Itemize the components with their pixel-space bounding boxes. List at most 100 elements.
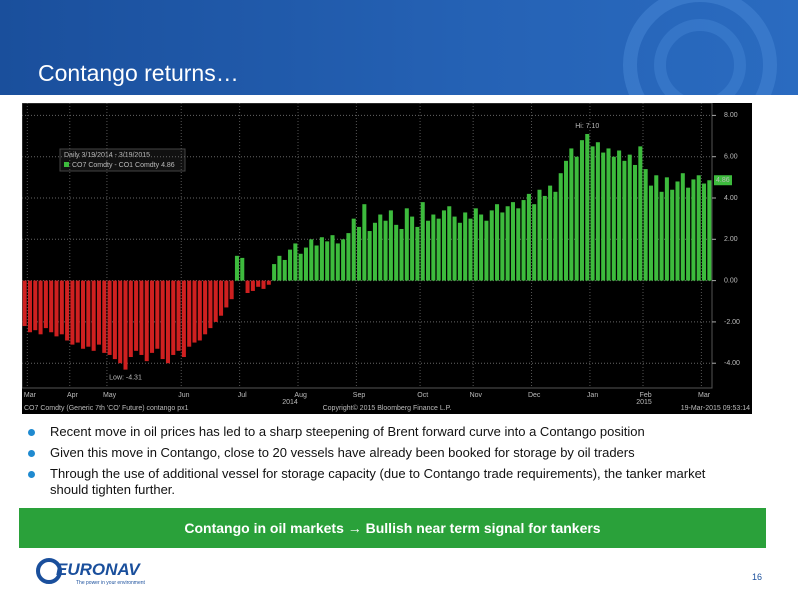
year-label: 2015: [636, 399, 652, 406]
bar: [378, 214, 383, 281]
bar: [293, 243, 298, 281]
last-value-box: [714, 175, 732, 186]
bar: [213, 280, 218, 322]
plot-border: [22, 103, 713, 389]
bar: [500, 212, 505, 281]
bar: [112, 280, 117, 360]
bar: [134, 280, 139, 351]
bar: [266, 280, 271, 285]
bar: [288, 249, 293, 281]
bar: [107, 280, 112, 355]
bar: [224, 280, 229, 308]
bullet: Through the use of additional vessel for…: [28, 466, 728, 498]
bar: [606, 148, 611, 281]
chart-footer: 19-Mar-2015 09:53:14: [681, 405, 750, 412]
bar: [516, 208, 521, 281]
bar: [627, 154, 632, 281]
bar: [27, 280, 32, 333]
bar: [585, 133, 590, 281]
bar: [388, 210, 393, 281]
bar: [325, 241, 330, 281]
x-tick-label: Sep: [353, 392, 366, 399]
bar: [372, 222, 377, 281]
chart-footer: CO7 Comdty (Generic 7th 'CO' Future) con…: [24, 405, 189, 412]
bar: [341, 239, 346, 281]
bar: [601, 152, 606, 281]
bar: [548, 185, 553, 281]
bar: [171, 280, 176, 355]
x-tick-label: Feb: [640, 392, 652, 399]
bar: [150, 280, 155, 353]
last-value-label: 4.86: [716, 177, 730, 184]
bar: [298, 253, 303, 281]
page-number: 16: [752, 572, 763, 582]
logo-text: EURONAV: [56, 560, 140, 579]
bar: [245, 280, 250, 293]
year-label: 2014: [282, 399, 298, 406]
bar: [240, 257, 245, 281]
bar: [128, 280, 133, 358]
x-tick-label: May: [103, 392, 117, 399]
bar: [219, 280, 224, 316]
bar: [33, 280, 38, 331]
bar: [319, 237, 324, 281]
bar: [43, 280, 48, 329]
header-bar: Contango returns…: [0, 0, 798, 95]
bar: [75, 280, 80, 343]
bar: [118, 280, 123, 364]
high-label: Hi: 7.10: [575, 123, 599, 130]
bar: [595, 142, 600, 281]
bar: [489, 210, 494, 281]
bar: [123, 280, 128, 370]
x-tick-label: Dec: [528, 392, 541, 399]
bar: [564, 160, 569, 281]
bar: [659, 191, 664, 281]
bar: [357, 226, 362, 281]
bar: [181, 280, 186, 358]
bullet: Given this move in Contango, close to 20…: [28, 445, 728, 461]
bar: [468, 218, 473, 281]
bar: [441, 210, 446, 281]
legend-title: Daily 3/19/2014 - 3/19/2015: [64, 152, 150, 159]
y-tick-label: 8.00: [724, 112, 738, 119]
bar: [229, 280, 234, 300]
bar: [579, 140, 584, 281]
slide-title: Contango returns…: [38, 60, 239, 86]
bar: [691, 179, 696, 281]
bar: [139, 280, 144, 355]
bar: [574, 156, 579, 281]
bar: [203, 280, 208, 335]
header-logo: [623, 0, 777, 95]
bar: [479, 214, 484, 281]
bullet-list: Recent move in oil prices has led to a s…: [28, 424, 728, 503]
bar: [70, 280, 75, 345]
bar: [702, 183, 707, 281]
bullet: Recent move in oil prices has led to a s…: [28, 424, 728, 440]
bar: [86, 280, 91, 347]
bar: [611, 156, 616, 281]
x-tick-label: Aug: [294, 392, 307, 399]
bar: [463, 212, 468, 281]
bar: [91, 280, 96, 351]
tagline: The power in your environment: [76, 580, 145, 586]
bar: [670, 189, 675, 281]
bar: [314, 245, 319, 281]
banner: Contango in oil markets → Bullish near t…: [19, 508, 766, 548]
bar: [473, 208, 478, 281]
y-tick-label: 4.00: [724, 195, 738, 202]
bar: [457, 222, 462, 281]
bar: [431, 214, 436, 281]
y-tick-label: 0.00: [724, 277, 738, 284]
bar: [707, 180, 712, 281]
legend-entry: CO7 Comdty - CO1 Comdty 4.86: [72, 162, 175, 169]
bar: [54, 280, 59, 337]
bar: [484, 220, 489, 281]
bar: [346, 233, 351, 281]
bar: [590, 146, 595, 281]
bar: [542, 195, 547, 281]
bar: [96, 280, 101, 345]
bar: [553, 191, 558, 281]
bar: [686, 187, 691, 281]
bar: [383, 220, 388, 281]
